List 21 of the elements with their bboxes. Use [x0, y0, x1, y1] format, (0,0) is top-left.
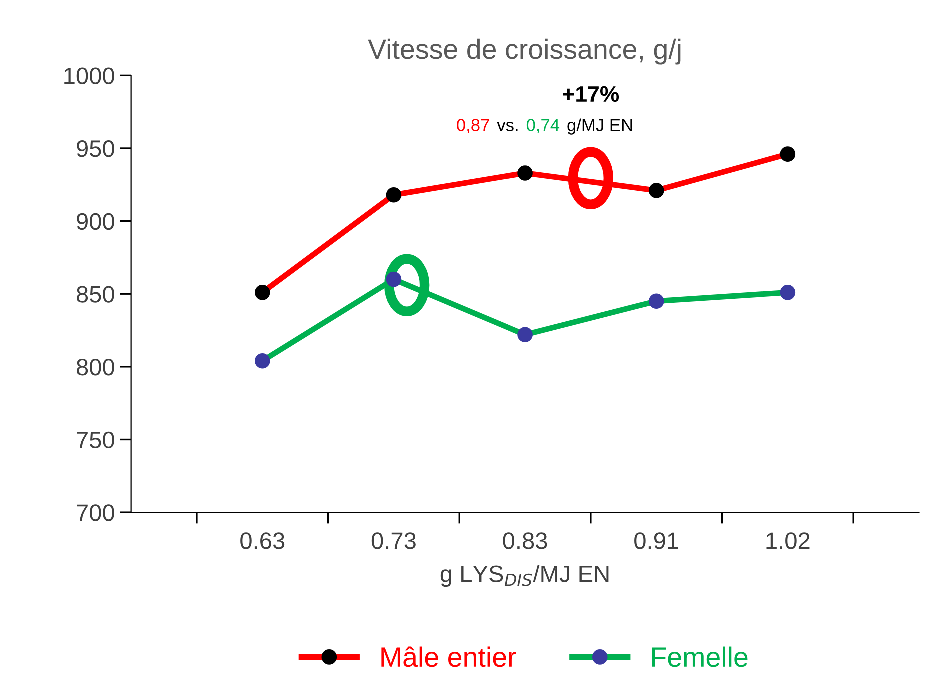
chart-title: Vitesse de croissance, g/j — [368, 38, 681, 65]
y-tick-label: 750 — [77, 432, 114, 449]
x-axis-title: g LYS$_{DIS}$/MJ EN — [440, 565, 609, 588]
y-tick-label: 700 — [77, 504, 114, 522]
x-tick-label: 0.63 — [240, 532, 285, 550]
y-tick-label: 900 — [77, 213, 114, 230]
y-tick-label: 950 — [77, 140, 114, 158]
annotation: +17% — [563, 86, 620, 102]
x-tick-label: 0.73 — [372, 532, 416, 550]
annotation: 0,74 — [526, 119, 560, 134]
x-tick-label: 1.02 — [766, 532, 810, 550]
y-tick-label: 1000 — [64, 68, 114, 84]
y-tick-label: 800 — [76, 359, 114, 376]
x-tick-label: 0.91 — [634, 532, 678, 550]
annotation: g/MJ EN — [568, 118, 632, 135]
x-tick-label: 0.83 — [503, 532, 548, 550]
legend-label: Mâle entier — [382, 646, 516, 668]
annotation: 0,87 — [457, 119, 490, 134]
annotation: vs. — [497, 122, 518, 132]
legend-label: Femelle — [652, 646, 748, 668]
y-tick-label: 850 — [76, 286, 114, 303]
